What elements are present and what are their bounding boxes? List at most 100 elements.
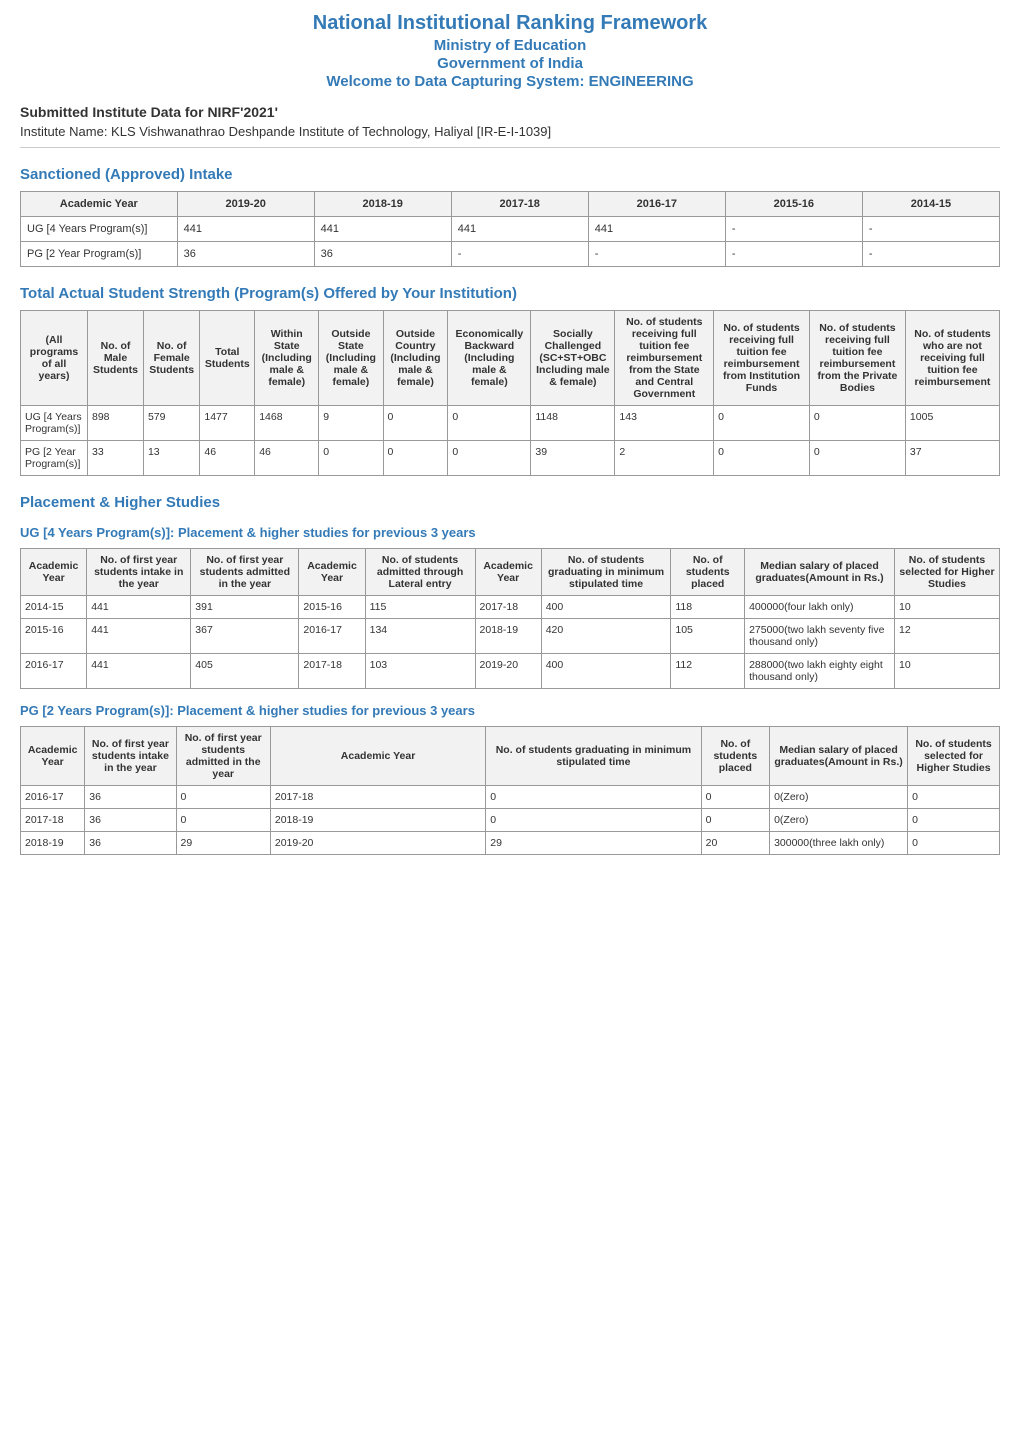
cell: 441: [87, 654, 191, 689]
cell: 367: [191, 619, 299, 654]
pg-placement-table: Academic Year No. of first year students…: [20, 726, 1000, 855]
col-header: No. of students selected for Higher Stud…: [894, 549, 999, 596]
strength-table: (All programs of all years) No. of Male …: [20, 310, 1000, 476]
col-header: 2019-20: [177, 192, 314, 217]
col-header: Median salary of placed graduates(Amount…: [745, 549, 895, 596]
cell: 2019-20: [270, 832, 485, 855]
col-header: 2016-17: [588, 192, 725, 217]
cell: 10: [894, 596, 999, 619]
cell: 0(Zero): [770, 809, 908, 832]
cell: 2015-16: [21, 619, 87, 654]
col-header: No. of first year students admitted in t…: [191, 549, 299, 596]
col-header: No. of students placed: [701, 727, 769, 786]
cell: 39: [531, 441, 615, 476]
cell: 0: [809, 441, 905, 476]
cell: 441: [314, 217, 451, 242]
cell: 0: [448, 406, 531, 441]
cell: 441: [87, 619, 191, 654]
table-row: 2014-15 441 391 2015-16 115 2017-18 400 …: [21, 596, 1000, 619]
institute-name: Institute Name: KLS Vishwanathrao Deshpa…: [20, 124, 1000, 148]
cell: 2018-19: [21, 832, 85, 855]
cell: 0: [176, 809, 270, 832]
cell: 441: [588, 217, 725, 242]
col-header: Total Students: [200, 311, 255, 406]
cell: 275000(two lakh seventy five thousand on…: [745, 619, 895, 654]
main-title: National Institutional Ranking Framework: [20, 12, 1000, 35]
cell: -: [862, 217, 999, 242]
col-header: (All programs of all years): [21, 311, 88, 406]
col-header: No. of students graduating in minimum st…: [541, 549, 671, 596]
cell: 0(Zero): [770, 786, 908, 809]
row-label: PG [2 Year Program(s)]: [21, 441, 88, 476]
cell: 2018-19: [475, 619, 541, 654]
cell: 0: [486, 809, 701, 832]
sanctioned-heading: Sanctioned (Approved) Intake: [20, 166, 1000, 183]
cell: 29: [176, 832, 270, 855]
cell: 405: [191, 654, 299, 689]
cell: 37: [905, 441, 999, 476]
cell: 36: [314, 242, 451, 267]
cell: 2017-18: [299, 654, 365, 689]
col-header: Median salary of placed graduates(Amount…: [770, 727, 908, 786]
col-header: Academic Year: [270, 727, 485, 786]
cell: -: [862, 242, 999, 267]
col-header: 2017-18: [451, 192, 588, 217]
cell: 2016-17: [21, 654, 87, 689]
cell: 105: [671, 619, 745, 654]
table-row: PG [2 Year Program(s)] 33 13 46 46 0 0 0…: [21, 441, 1000, 476]
col-header: Within State (Including male & female): [255, 311, 319, 406]
cell: 441: [177, 217, 314, 242]
col-header: No. of students receiving full tuition f…: [809, 311, 905, 406]
cell: 2016-17: [299, 619, 365, 654]
row-label: UG [4 Years Program(s)]: [21, 406, 88, 441]
cell: 1468: [255, 406, 319, 441]
cell: -: [725, 217, 862, 242]
cell: 46: [200, 441, 255, 476]
col-header: Academic Year: [21, 727, 85, 786]
col-header: Socially Challenged (SC+ST+OBC Including…: [531, 311, 615, 406]
table-row: 2016-17 441 405 2017-18 103 2019-20 400 …: [21, 654, 1000, 689]
cell: 9: [319, 406, 383, 441]
ug-placement-table: Academic Year No. of first year students…: [20, 548, 1000, 689]
cell: 143: [615, 406, 714, 441]
cell: 2018-19: [270, 809, 485, 832]
col-header: No. of Female Students: [143, 311, 199, 406]
placement-heading: Placement & Higher Studies: [20, 494, 1000, 511]
cell: 0: [714, 441, 810, 476]
cell: -: [451, 242, 588, 267]
cell: 2017-18: [21, 809, 85, 832]
col-header: 2015-16: [725, 192, 862, 217]
table-row: 2016-17 36 0 2017-18 0 0 0(Zero) 0: [21, 786, 1000, 809]
cell: 12: [894, 619, 999, 654]
cell: 0: [383, 441, 448, 476]
cell: 400000(four lakh only): [745, 596, 895, 619]
table-header-row: Academic Year 2019-20 2018-19 2017-18 20…: [21, 192, 1000, 217]
col-header: No. of first year students intake in the…: [87, 549, 191, 596]
col-header: 2014-15: [862, 192, 999, 217]
cell: 441: [87, 596, 191, 619]
ministry-line: Ministry of Education: [20, 37, 1000, 54]
cell: -: [725, 242, 862, 267]
cell: 441: [451, 217, 588, 242]
cell: 103: [365, 654, 475, 689]
cell: 118: [671, 596, 745, 619]
cell: 0: [908, 786, 1000, 809]
cell: 0: [809, 406, 905, 441]
table-header-row: (All programs of all years) No. of Male …: [21, 311, 1000, 406]
col-header: No. of students admitted through Lateral…: [365, 549, 475, 596]
cell: 0: [701, 809, 769, 832]
cell: 13: [143, 441, 199, 476]
cell: 20: [701, 832, 769, 855]
cell: 0: [701, 786, 769, 809]
cell: -: [588, 242, 725, 267]
cell: 115: [365, 596, 475, 619]
cell: 1005: [905, 406, 999, 441]
col-header: Academic Year: [299, 549, 365, 596]
cell: 2017-18: [270, 786, 485, 809]
strength-heading: Total Actual Student Strength (Program(s…: [20, 285, 1000, 302]
col-header: Economically Backward (Including male & …: [448, 311, 531, 406]
cell: 0: [908, 832, 1000, 855]
cell: 0: [908, 809, 1000, 832]
cell: 29: [486, 832, 701, 855]
cell: 0: [176, 786, 270, 809]
